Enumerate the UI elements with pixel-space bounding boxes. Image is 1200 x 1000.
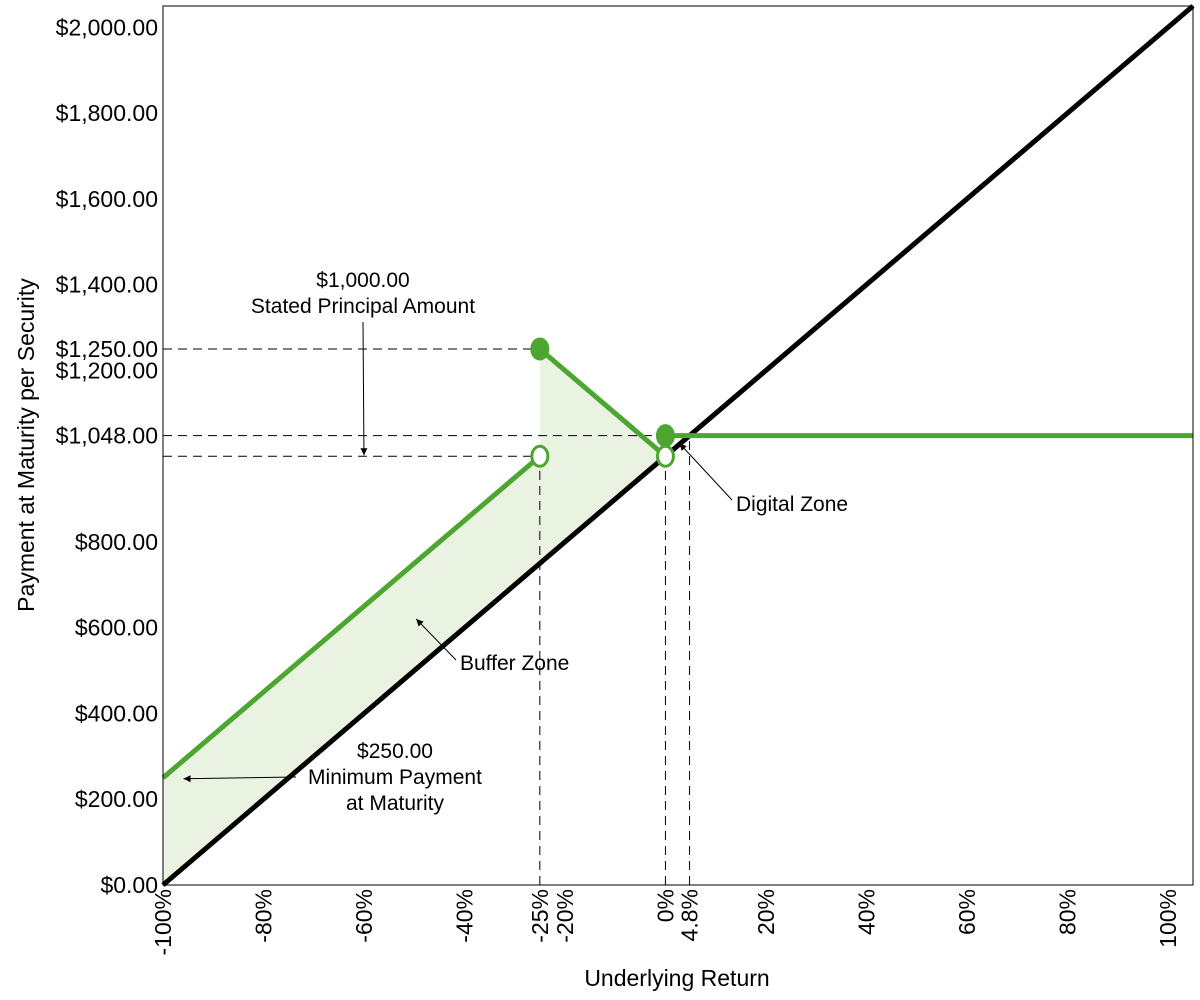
annotation-min-payment-label-2: at Maturity	[346, 792, 445, 815]
y-tick-label: $600.00	[75, 615, 158, 641]
x-tick-label: -80%	[250, 889, 276, 943]
annotation-principal-value: $1,000.00	[316, 269, 409, 292]
x-tick-label: 80%	[1054, 889, 1080, 935]
y-tick-label: $1,250.00	[56, 336, 158, 362]
annotation-principal-label: Stated Principal Amount	[251, 295, 475, 318]
reference-lines-layer	[163, 348, 691, 885]
x-tick-label: -60%	[351, 889, 377, 943]
plot-frame	[162, 5, 1194, 886]
open-marker	[655, 444, 675, 468]
x-axis-title: Underlying Return	[584, 965, 769, 991]
arrow-buffer-zone-head	[416, 619, 424, 627]
arrow-min-payment-head	[183, 775, 191, 783]
x-tick-label: 100%	[1155, 889, 1181, 948]
x-tick-label: -100%	[150, 889, 176, 955]
y-tick-label: $1,800.00	[56, 100, 158, 126]
y-tick-label: $1,200.00	[56, 357, 158, 383]
y-axis-title: Payment at Maturity per Security	[13, 278, 39, 612]
x-tick-label: -40%	[451, 889, 477, 943]
annotations-layer: $1,000.00 Stated Principal Amount Digita…	[251, 269, 848, 815]
payment-line-segment	[538, 347, 668, 459]
annotation-arrows	[183, 321, 733, 783]
y-tick-label: $200.00	[75, 786, 158, 812]
y-tick-labels: $0.00 $200.00 $400.00 $600.00 $800.00 $1,048.…	[56, 14, 158, 898]
x-tick-label: 20%	[753, 889, 779, 935]
payment-line-segment	[161, 454, 542, 780]
x-tick-label: -20%	[552, 889, 578, 943]
y-tick-label: $0.00	[100, 872, 158, 898]
markers-layer	[530, 337, 675, 468]
arrow-digital-zone-head	[679, 443, 687, 451]
x-tick-label: 4.8%	[677, 889, 703, 941]
open-marker	[530, 444, 550, 468]
x-tick-labels: -100% -80% -60% -40% -25% -20% 0%4.8% 20% 40% 60%…	[150, 889, 1181, 955]
y-tick-label: $1,048.00	[56, 423, 158, 449]
annotation-digital-zone: Digital Zone	[736, 493, 848, 516]
y-tick-label: $400.00	[75, 700, 158, 726]
x-tick-label: 60%	[954, 889, 980, 935]
y-tick-label: $800.00	[75, 529, 158, 555]
annotation-buffer-zone: Buffer Zone	[460, 652, 569, 675]
annotation-min-payment-label-1: Minimum Payment	[308, 766, 482, 789]
arrow-digital-zone	[679, 443, 733, 501]
buffer-zone-shading	[163, 349, 666, 885]
arrow-min-payment	[183, 776, 297, 780]
filled-marker	[655, 424, 675, 448]
x-tick-label: 40%	[853, 889, 879, 935]
y-tick-label: $2,000.00	[56, 14, 158, 40]
shaded-zone-layer	[163, 349, 666, 885]
arrow-principal-head	[360, 448, 368, 456]
arrow-principal	[362, 321, 365, 456]
y-tick-label: $1,400.00	[56, 272, 158, 298]
x-tick-label: 0%	[652, 889, 678, 922]
x-tick-label: -25%	[527, 889, 553, 943]
annotation-min-payment-value: $250.00	[357, 740, 433, 763]
filled-marker	[530, 337, 550, 361]
series-layer	[161, 4, 1195, 887]
arrow-buffer-zone	[415, 618, 457, 661]
y-tick-label: $1,600.00	[56, 186, 158, 212]
underlying-return-line	[161, 4, 1195, 887]
